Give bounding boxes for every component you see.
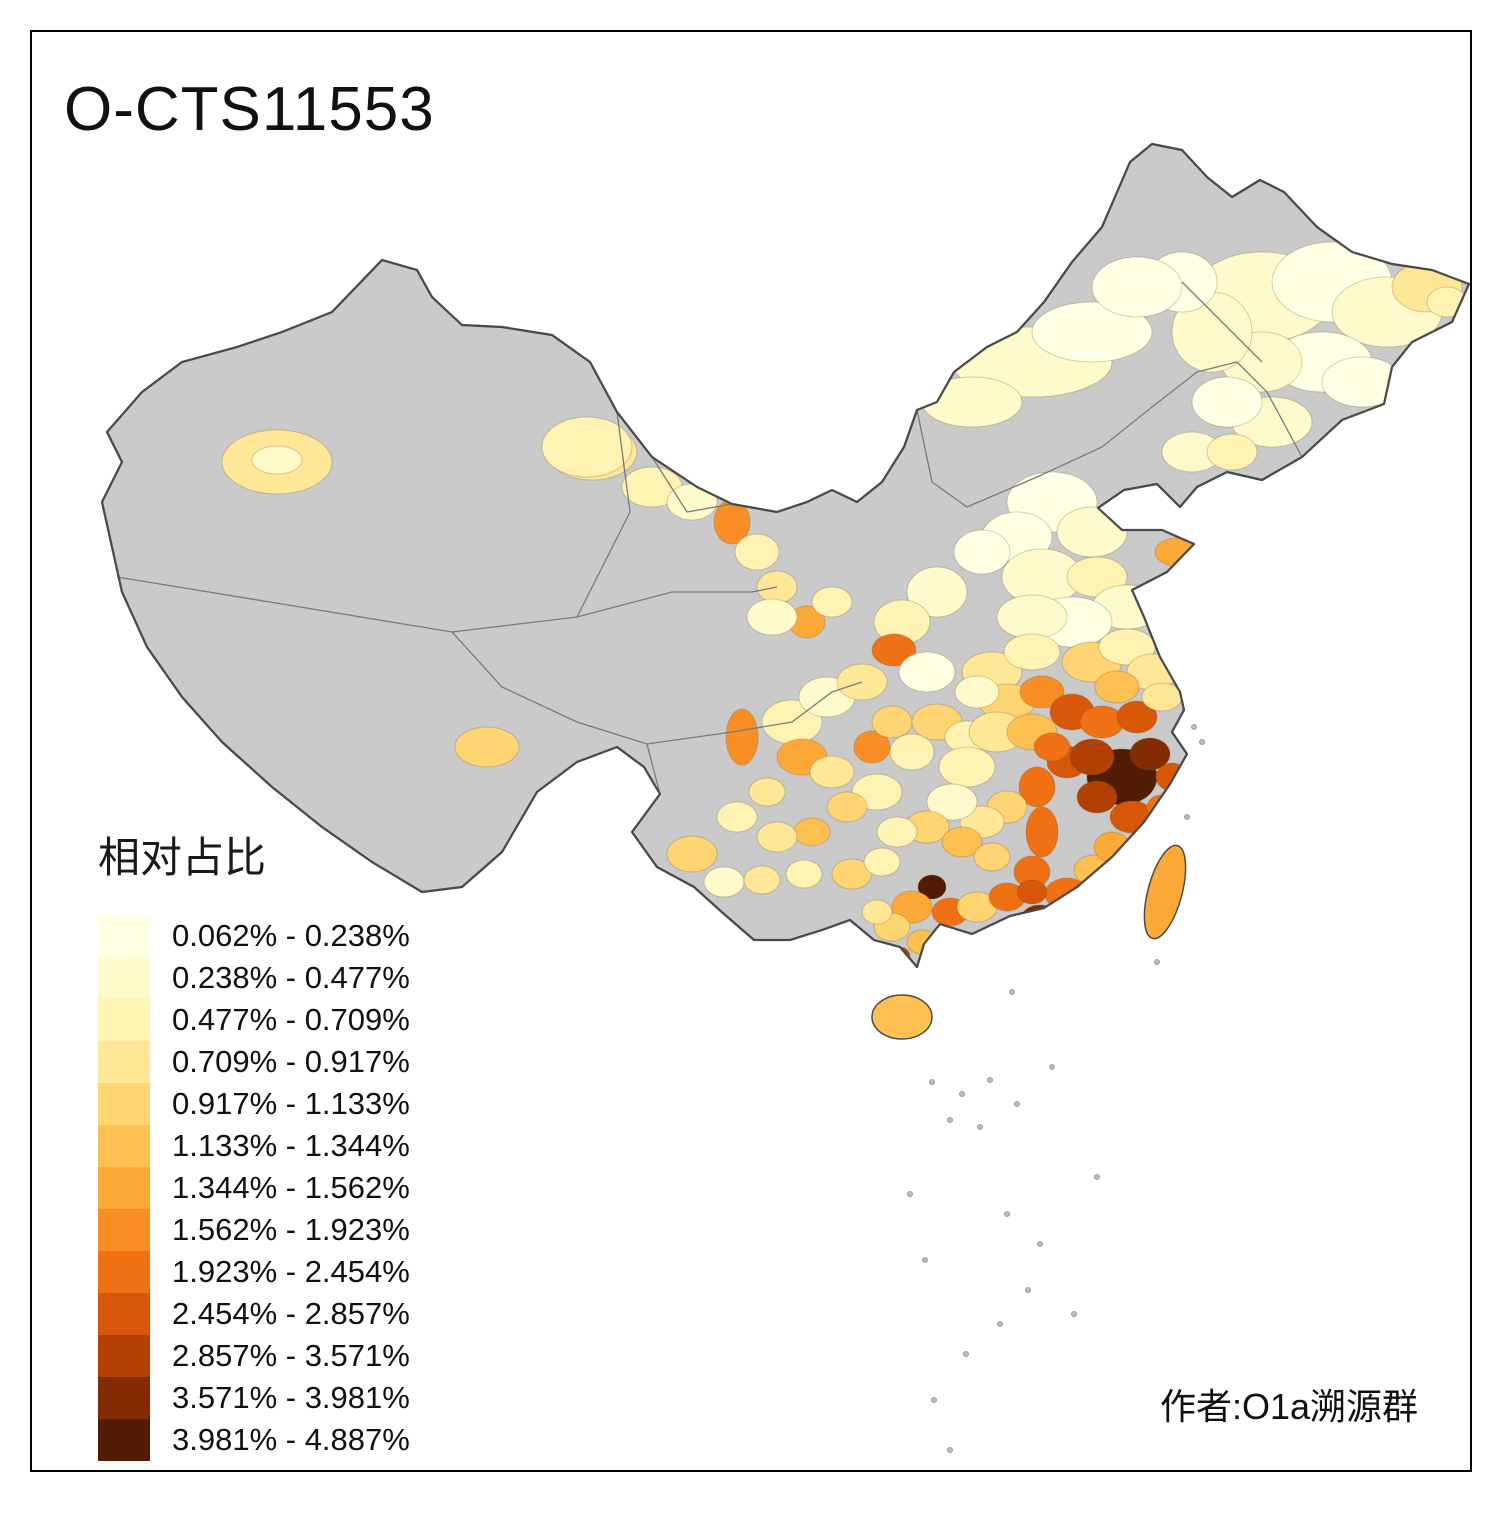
legend-row: 3.571% - 3.981%: [98, 1377, 478, 1419]
legend-swatch: [98, 1293, 150, 1335]
legend-swatch: [98, 1167, 150, 1209]
map-region: [810, 756, 854, 788]
map-region: [667, 836, 717, 872]
legend-swatch: [98, 957, 150, 999]
legend-range-label: 0.238% - 0.477%: [150, 957, 410, 999]
map-region: [1207, 434, 1257, 470]
map-region: [954, 530, 1010, 574]
map-region: [1077, 781, 1117, 813]
map-region: [1092, 257, 1182, 317]
map-region: [1026, 807, 1058, 857]
map-region: [1070, 739, 1114, 775]
map-region: [786, 860, 822, 888]
map-region: [955, 676, 999, 708]
map-region: [974, 843, 1010, 871]
legend-range-label: 2.857% - 3.571%: [150, 1335, 410, 1377]
map-region: [1156, 763, 1188, 791]
legend-swatch: [98, 999, 150, 1041]
legend-swatch: [98, 1419, 150, 1461]
legend-range-label: 1.344% - 1.562%: [150, 1167, 410, 1209]
plot-title: O-CTS11553: [64, 74, 435, 145]
legend-range-label: 1.562% - 1.923%: [150, 1209, 410, 1251]
map-region: [997, 595, 1067, 639]
legend-row: 1.562% - 1.923%: [98, 1209, 478, 1251]
plot-frame: O-CTS11553 相对占比 0.062% - 0.238%0.238% - …: [30, 30, 1472, 1472]
map-region: [862, 900, 892, 924]
map-region: [747, 599, 797, 635]
legend-range-label: 1.133% - 1.344%: [150, 1125, 410, 1167]
legend-swatch: [98, 1377, 150, 1419]
legend-range-label: 0.709% - 0.917%: [150, 1041, 410, 1083]
map-region: [749, 778, 785, 806]
map-region: [717, 802, 757, 832]
map-region: [1147, 795, 1177, 819]
map-region: [827, 792, 867, 822]
legend-range-label: 0.477% - 0.709%: [150, 999, 410, 1041]
legend-swatch: [98, 1125, 150, 1167]
legend-range-label: 3.571% - 3.981%: [150, 1377, 410, 1419]
map-region: [939, 747, 995, 787]
map-region: [1145, 818, 1175, 842]
legend-range-label: 0.917% - 1.133%: [150, 1083, 410, 1125]
legend: 相对占比 0.062% - 0.238%0.238% - 0.477%0.477…: [98, 824, 478, 1461]
hainan-island: [872, 995, 932, 1039]
map-region: [794, 818, 830, 846]
map-region: [864, 848, 900, 876]
legend-row: 1.133% - 1.344%: [98, 1125, 478, 1167]
map-region: [1004, 634, 1060, 670]
map-region: [1124, 839, 1156, 865]
legend-range-label: 0.062% - 0.238%: [150, 915, 410, 957]
map-region: [252, 446, 302, 474]
legend-range-label: 2.454% - 2.857%: [150, 1293, 410, 1335]
map-region: [704, 867, 744, 897]
map-region: [877, 817, 917, 847]
legend-swatch: [98, 1041, 150, 1083]
map-region: [1322, 357, 1402, 407]
legend-row: 0.477% - 0.709%: [98, 999, 478, 1041]
legend-range-label: 1.923% - 2.454%: [150, 1251, 410, 1293]
map-region: [1080, 706, 1124, 738]
legend-swatch: [98, 1083, 150, 1125]
legend-row: 2.857% - 3.571%: [98, 1335, 478, 1377]
legend-row: 0.062% - 0.238%: [98, 915, 478, 957]
legend-swatch: [98, 1209, 150, 1251]
author-credit: 作者:O1a溯源群: [1160, 1378, 1418, 1430]
legend-row: 0.238% - 0.477%: [98, 957, 478, 999]
taiwan-island: [1136, 841, 1194, 943]
map-region: [872, 706, 912, 738]
map-region: [726, 709, 758, 765]
map-region: [812, 587, 852, 617]
legend-swatch: [98, 1335, 150, 1377]
legend-row: 3.981% - 4.887%: [98, 1419, 478, 1461]
map-region: [1017, 880, 1047, 904]
map-region: [890, 734, 934, 770]
map-region: [1034, 733, 1070, 761]
map-region: [1192, 377, 1262, 427]
legend-swatch: [98, 915, 150, 957]
legend-row: 1.923% - 2.454%: [98, 1251, 478, 1293]
legend-row: 0.709% - 0.917%: [98, 1041, 478, 1083]
map-region: [899, 652, 955, 692]
map-region: [735, 534, 779, 570]
map-region: [1095, 671, 1139, 703]
map-region: [667, 484, 717, 520]
map-region: [744, 866, 780, 894]
legend-row: 0.917% - 1.133%: [98, 1083, 478, 1125]
legend-row: 2.454% - 2.857%: [98, 1293, 478, 1335]
map-region: [890, 947, 910, 967]
legend-swatch: [98, 1251, 150, 1293]
legend-rows: 0.062% - 0.238%0.238% - 0.477%0.477% - 0…: [98, 915, 478, 1461]
legend-row: 1.344% - 1.562%: [98, 1167, 478, 1209]
map-region: [455, 727, 519, 767]
map-region: [757, 822, 797, 852]
legend-range-label: 3.981% - 4.887%: [150, 1419, 410, 1461]
legend-title: 相对占比: [98, 824, 478, 885]
map-region: [1057, 507, 1127, 557]
